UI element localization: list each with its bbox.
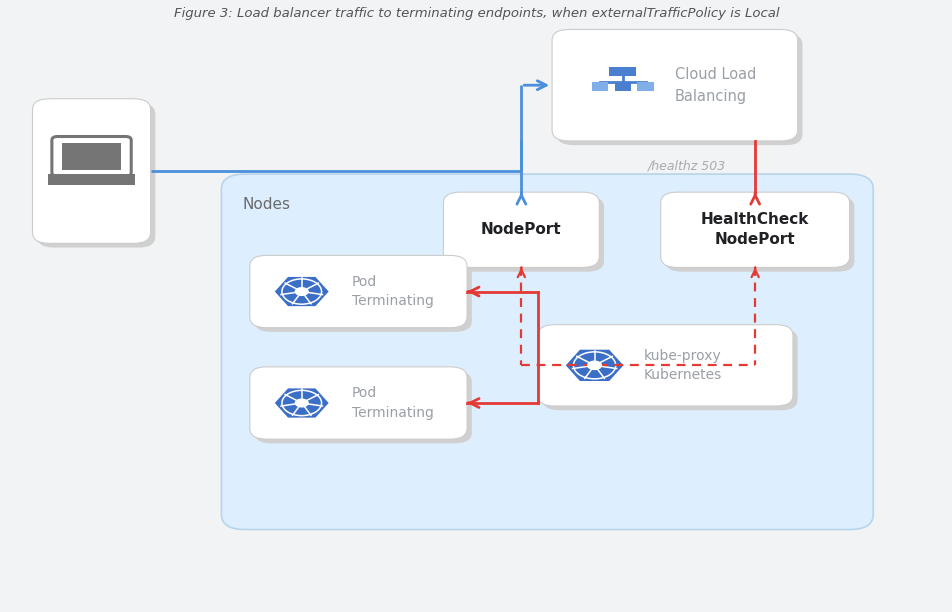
FancyBboxPatch shape [556,34,802,145]
FancyBboxPatch shape [62,143,121,170]
FancyBboxPatch shape [254,371,471,443]
FancyBboxPatch shape [637,81,653,91]
Text: Pod
Terminating: Pod Terminating [351,386,433,420]
Text: Nodes: Nodes [242,197,290,212]
FancyBboxPatch shape [221,174,872,529]
FancyBboxPatch shape [443,192,599,267]
FancyBboxPatch shape [254,259,471,332]
Text: /healthz 503: /healthz 503 [647,159,725,172]
Text: Figure 3: Load balancer traffic to terminating endpoints, when externalTrafficPo: Figure 3: Load balancer traffic to termi… [173,7,779,20]
FancyBboxPatch shape [660,192,849,267]
FancyBboxPatch shape [614,81,630,91]
FancyBboxPatch shape [48,174,135,185]
FancyBboxPatch shape [249,367,466,439]
FancyBboxPatch shape [591,81,607,91]
FancyBboxPatch shape [664,196,854,272]
Text: Pod
Terminating: Pod Terminating [351,275,433,308]
FancyBboxPatch shape [37,103,155,248]
Circle shape [294,287,308,296]
Circle shape [586,360,602,370]
FancyBboxPatch shape [249,255,466,327]
FancyBboxPatch shape [537,325,792,406]
Text: HealthCheck
NodePort: HealthCheck NodePort [701,212,808,247]
FancyBboxPatch shape [51,136,131,176]
FancyBboxPatch shape [32,99,150,244]
Text: Cloud Load
Balancing: Cloud Load Balancing [674,67,756,104]
FancyBboxPatch shape [447,196,604,272]
Circle shape [294,398,308,408]
Text: kube-proxy
Kubernetes: kube-proxy Kubernetes [643,349,722,382]
FancyBboxPatch shape [608,67,636,76]
Text: NodePort: NodePort [481,222,561,237]
FancyBboxPatch shape [542,329,797,410]
FancyBboxPatch shape [551,29,797,141]
